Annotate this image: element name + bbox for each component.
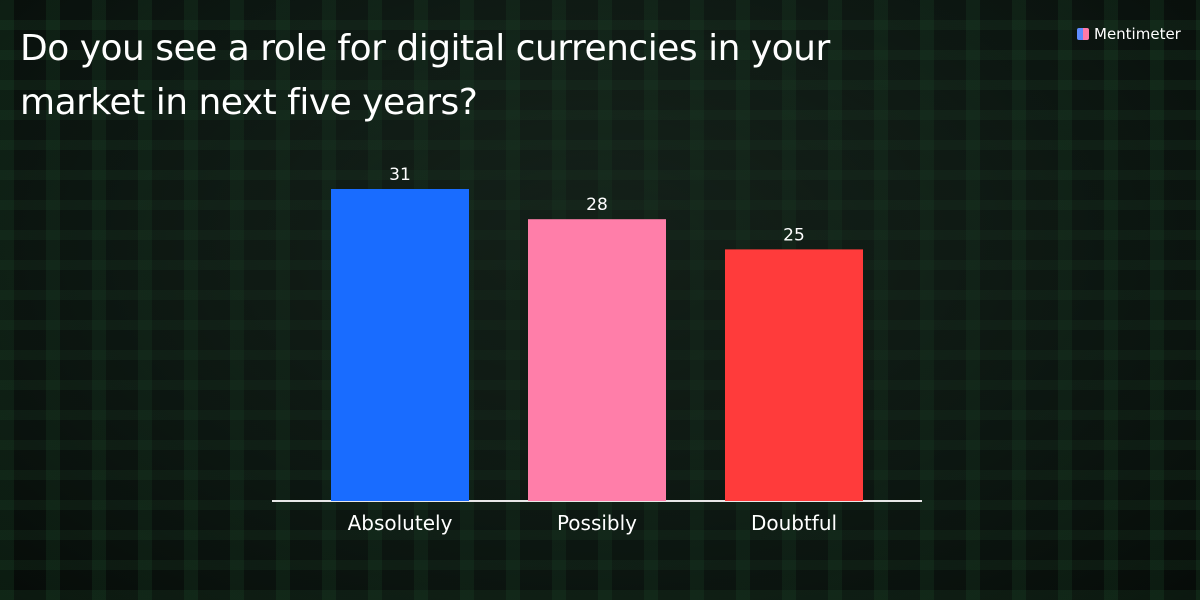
bar [528, 219, 666, 501]
x-tick-label: Doubtful [751, 511, 837, 535]
bar [725, 249, 863, 501]
value-label: 31 [389, 165, 411, 185]
bar [331, 189, 469, 501]
value-label: 28 [586, 195, 608, 215]
value-label: 25 [783, 225, 805, 245]
brand-icon [1077, 28, 1089, 40]
x-tick-label: Possibly [557, 511, 637, 535]
chart-title: Do you see a role for digital currencies… [20, 28, 830, 123]
x-tick-label: Absolutely [348, 511, 453, 535]
brand-name: Mentimeter [1094, 25, 1181, 43]
brand-logo: Mentimeter [1077, 25, 1181, 43]
